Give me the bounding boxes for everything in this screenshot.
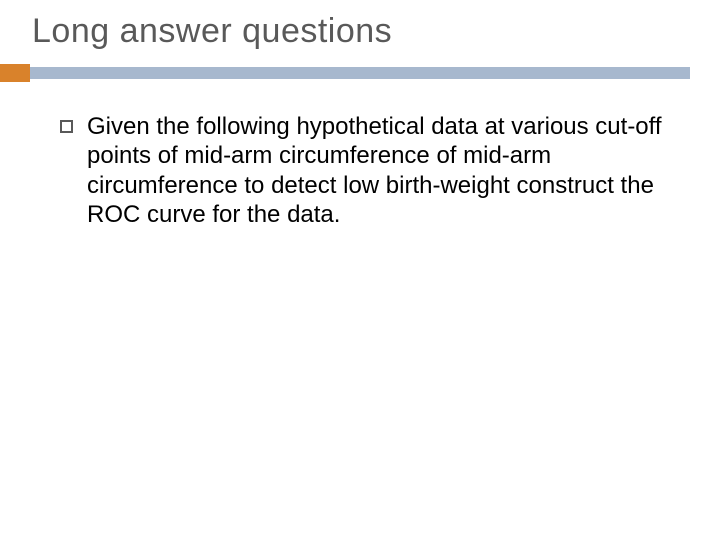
rule-accent-block	[0, 64, 30, 82]
square-bullet-icon	[60, 120, 73, 133]
bullet-item: Given the following hypothetical data at…	[60, 112, 670, 229]
slide: Long answer questions Given the followin…	[0, 0, 720, 540]
bullet-text: Given the following hypothetical data at…	[87, 112, 670, 229]
slide-title: Long answer questions	[32, 12, 392, 51]
slide-body: Given the following hypothetical data at…	[60, 112, 670, 229]
rule-main-bar	[30, 67, 690, 79]
